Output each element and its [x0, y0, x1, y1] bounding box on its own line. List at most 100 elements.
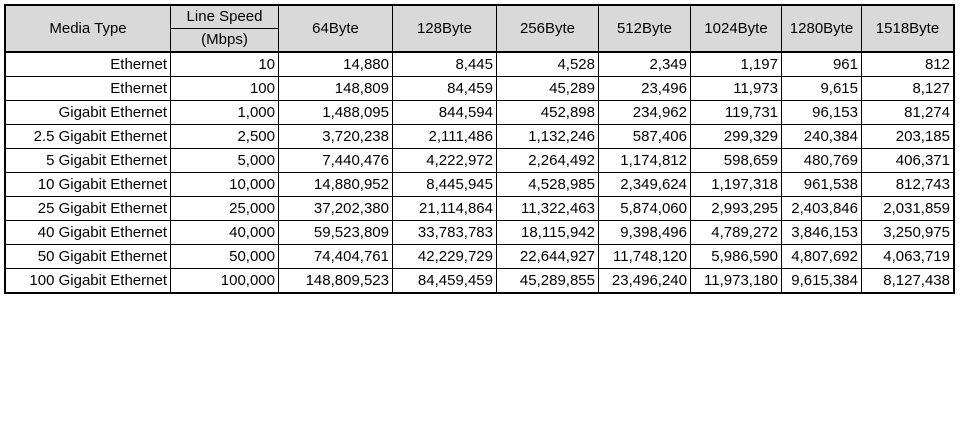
cell-frame-rate: 4,222,972 — [392, 148, 497, 173]
cell-frame-rate: 2,264,492 — [496, 148, 599, 173]
cell-frame-rate: 598,659 — [690, 148, 782, 173]
cell-frame-rate: 59,523,809 — [278, 220, 393, 245]
table-row: 40 Gigabit Ethernet 40,000 59,523,809 33,78… — [5, 220, 954, 245]
header-size-64: 64Byte — [278, 5, 393, 53]
cell-frame-rate: 74,404,761 — [278, 244, 393, 269]
cell-frame-rate: 961,538 — [781, 172, 862, 197]
cell-frame-rate: 587,406 — [598, 124, 691, 149]
cell-frame-rate: 11,973 — [690, 76, 782, 101]
cell-frame-rate: 33,783,783 — [392, 220, 497, 245]
cell-line-speed: 25,000 — [170, 196, 279, 221]
cell-media-type: 10 Gigabit Ethernet — [5, 172, 171, 197]
cell-media-type: 50 Gigabit Ethernet — [5, 244, 171, 269]
cell-frame-rate: 2,349 — [598, 51, 691, 77]
header-size-1024: 1024Byte — [690, 5, 782, 53]
table-row: Ethernet 10 14,880 8,445 4,528 2,349 1,197 961 8… — [5, 51, 954, 77]
cell-frame-rate: 22,644,927 — [496, 244, 599, 269]
table-body: Ethernet 10 14,880 8,445 4,528 2,349 1,197 961 8… — [5, 51, 954, 293]
cell-frame-rate: 8,127 — [861, 76, 954, 101]
cell-frame-rate: 81,274 — [861, 100, 954, 125]
cell-frame-rate: 7,440,476 — [278, 148, 393, 173]
header-line-speed: Line Speed — [170, 5, 279, 29]
table-row: 5 Gigabit Ethernet 5,000 7,440,476 4,222,97… — [5, 148, 954, 173]
cell-media-type: 2.5 Gigabit Ethernet — [5, 124, 171, 149]
cell-line-speed: 40,000 — [170, 220, 279, 245]
cell-frame-rate: 45,289 — [496, 76, 599, 101]
cell-frame-rate: 4,063,719 — [861, 244, 954, 269]
cell-frame-rate: 23,496,240 — [598, 268, 691, 293]
cell-frame-rate: 9,615 — [781, 76, 862, 101]
cell-frame-rate: 203,185 — [861, 124, 954, 149]
cell-frame-rate: 14,880,952 — [278, 172, 393, 197]
header-size-1280: 1280Byte — [781, 5, 862, 53]
cell-line-speed: 100 — [170, 76, 279, 101]
cell-media-type: 40 Gigabit Ethernet — [5, 220, 171, 245]
cell-frame-rate: 4,789,272 — [690, 220, 782, 245]
cell-line-speed: 50,000 — [170, 244, 279, 269]
cell-frame-rate: 8,127,438 — [861, 268, 954, 293]
cell-frame-rate: 2,111,486 — [392, 124, 497, 149]
cell-frame-rate: 23,496 — [598, 76, 691, 101]
cell-frame-rate: 84,459 — [392, 76, 497, 101]
cell-frame-rate: 812,743 — [861, 172, 954, 197]
cell-media-type: Ethernet — [5, 51, 171, 77]
cell-frame-rate: 240,384 — [781, 124, 862, 149]
cell-frame-rate: 9,398,496 — [598, 220, 691, 245]
cell-frame-rate: 18,115,942 — [496, 220, 599, 245]
table-row: 100 Gigabit Ethernet 100,000 148,809,523 84… — [5, 268, 954, 293]
table-row: Gigabit Ethernet 1,000 1,488,095 844,594 452… — [5, 100, 954, 125]
table-row: 25 Gigabit Ethernet 25,000 37,202,380 21,11… — [5, 196, 954, 221]
header-size-128: 128Byte — [392, 5, 497, 53]
header-line-speed-unit: (Mbps) — [170, 28, 279, 53]
cell-frame-rate: 3,250,975 — [861, 220, 954, 245]
cell-media-type: 100 Gigabit Ethernet — [5, 268, 171, 293]
cell-frame-rate: 3,846,153 — [781, 220, 862, 245]
cell-frame-rate: 4,528,985 — [496, 172, 599, 197]
cell-frame-rate: 148,809 — [278, 76, 393, 101]
cell-frame-rate: 8,445 — [392, 51, 497, 77]
cell-frame-rate: 84,459,459 — [392, 268, 497, 293]
table-row: 10 Gigabit Ethernet 10,000 14,880,952 8,445… — [5, 172, 954, 197]
cell-line-speed: 10 — [170, 51, 279, 77]
cell-frame-rate: 96,153 — [781, 100, 862, 125]
frame-rate-table: Media Type Line Speed 64Byte 128Byte 256… — [4, 4, 955, 294]
cell-frame-rate: 2,031,859 — [861, 196, 954, 221]
table-row: 2.5 Gigabit Ethernet 2,500 3,720,238 2,111,… — [5, 124, 954, 149]
cell-frame-rate: 452,898 — [496, 100, 599, 125]
cell-frame-rate: 1,174,812 — [598, 148, 691, 173]
cell-frame-rate: 21,114,864 — [392, 196, 497, 221]
cell-frame-rate: 11,973,180 — [690, 268, 782, 293]
cell-media-type: 5 Gigabit Ethernet — [5, 148, 171, 173]
cell-frame-rate: 1,132,246 — [496, 124, 599, 149]
cell-frame-rate: 406,371 — [861, 148, 954, 173]
cell-line-speed: 100,000 — [170, 268, 279, 293]
cell-frame-rate: 37,202,380 — [278, 196, 393, 221]
header-size-256: 256Byte — [496, 5, 599, 53]
cell-frame-rate: 2,993,295 — [690, 196, 782, 221]
table-header: Media Type Line Speed 64Byte 128Byte 256… — [5, 5, 954, 53]
cell-frame-rate: 1,488,095 — [278, 100, 393, 125]
cell-frame-rate: 234,962 — [598, 100, 691, 125]
cell-frame-rate: 812 — [861, 51, 954, 77]
cell-frame-rate: 1,197,318 — [690, 172, 782, 197]
cell-line-speed: 5,000 — [170, 148, 279, 173]
cell-frame-rate: 45,289,855 — [496, 268, 599, 293]
cell-frame-rate: 4,807,692 — [781, 244, 862, 269]
cell-frame-rate: 148,809,523 — [278, 268, 393, 293]
cell-frame-rate: 119,731 — [690, 100, 782, 125]
cell-frame-rate: 4,528 — [496, 51, 599, 77]
header-size-1518: 1518Byte — [861, 5, 954, 53]
cell-frame-rate: 11,748,120 — [598, 244, 691, 269]
table-row: Ethernet 100 148,809 84,459 45,289 23,496 11,9… — [5, 76, 954, 101]
cell-frame-rate: 9,615,384 — [781, 268, 862, 293]
cell-frame-rate: 299,329 — [690, 124, 782, 149]
header-size-512: 512Byte — [598, 5, 691, 53]
cell-frame-rate: 844,594 — [392, 100, 497, 125]
cell-line-speed: 1,000 — [170, 100, 279, 125]
cell-line-speed: 2,500 — [170, 124, 279, 149]
cell-media-type: Gigabit Ethernet — [5, 100, 171, 125]
cell-media-type: 25 Gigabit Ethernet — [5, 196, 171, 221]
cell-frame-rate: 8,445,945 — [392, 172, 497, 197]
cell-frame-rate: 42,229,729 — [392, 244, 497, 269]
cell-frame-rate: 11,322,463 — [496, 196, 599, 221]
